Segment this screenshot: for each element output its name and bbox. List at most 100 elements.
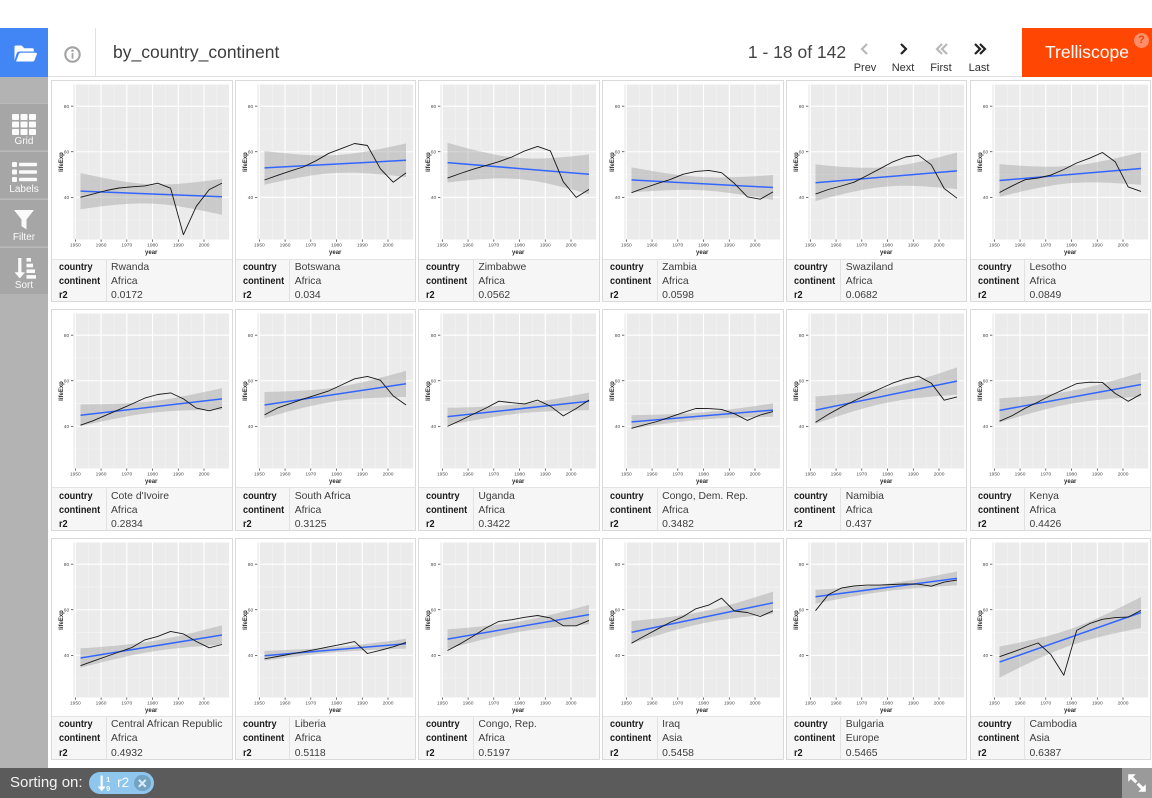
svg-text:2000: 2000 (382, 471, 393, 477)
svg-text:40: 40 (64, 195, 70, 201)
svg-text:2000: 2000 (750, 700, 761, 706)
svg-text:60: 60 (982, 150, 988, 156)
svg-text:80: 80 (799, 333, 805, 339)
svg-text:40: 40 (431, 424, 437, 430)
svg-text:40: 40 (64, 424, 70, 430)
svg-text:1970: 1970 (856, 700, 867, 706)
svg-text:80: 80 (799, 104, 805, 110)
svg-text:year: year (329, 250, 342, 256)
svg-text:lifeExp: lifeExp (794, 610, 800, 630)
svg-text:40: 40 (615, 424, 621, 430)
svg-text:1960: 1960 (647, 700, 658, 706)
svg-text:1950: 1950 (988, 700, 999, 706)
svg-text:1970: 1970 (672, 471, 683, 477)
svg-text:60: 60 (431, 150, 437, 156)
svg-text:1990: 1990 (724, 471, 735, 477)
svg-text:1970: 1970 (672, 700, 683, 706)
svg-text:year: year (1064, 479, 1077, 485)
svg-text:year: year (145, 707, 158, 713)
svg-text:2000: 2000 (566, 471, 577, 477)
svg-text:60: 60 (431, 378, 437, 384)
svg-text:1950: 1950 (254, 243, 265, 249)
svg-text:1970: 1970 (856, 471, 867, 477)
svg-text:1970: 1970 (489, 243, 500, 249)
svg-text:1970: 1970 (121, 471, 132, 477)
svg-text:1960: 1960 (647, 471, 658, 477)
svg-text:60: 60 (799, 378, 805, 384)
svg-text:year: year (512, 250, 525, 256)
svg-text:80: 80 (431, 104, 437, 110)
svg-text:lifeExp: lifeExp (426, 610, 432, 630)
svg-text:2000: 2000 (1117, 243, 1128, 249)
svg-text:1990: 1990 (724, 700, 735, 706)
svg-text:1990: 1990 (357, 471, 368, 477)
svg-text:1990: 1990 (173, 700, 184, 706)
svg-text:1970: 1970 (672, 243, 683, 249)
svg-text:1960: 1960 (279, 700, 290, 706)
svg-text:80: 80 (799, 562, 805, 568)
svg-text:1950: 1950 (805, 700, 816, 706)
svg-text:80: 80 (615, 333, 621, 339)
svg-text:2000: 2000 (382, 700, 393, 706)
svg-text:60: 60 (799, 607, 805, 613)
svg-text:1980: 1980 (331, 471, 342, 477)
svg-text:1950: 1950 (70, 700, 81, 706)
svg-text:year: year (880, 250, 893, 256)
svg-text:lifeExp: lifeExp (243, 381, 249, 401)
svg-text:lifeExp: lifeExp (978, 381, 984, 401)
svg-text:2000: 2000 (199, 243, 210, 249)
svg-text:1980: 1980 (147, 243, 158, 249)
svg-text:60: 60 (247, 150, 253, 156)
svg-text:1970: 1970 (305, 471, 316, 477)
svg-text:1970: 1970 (1040, 471, 1051, 477)
svg-text:40: 40 (64, 653, 70, 659)
svg-text:40: 40 (247, 195, 253, 201)
svg-text:year: year (696, 707, 709, 713)
svg-text:1970: 1970 (489, 471, 500, 477)
svg-text:1950: 1950 (988, 471, 999, 477)
svg-text:80: 80 (247, 333, 253, 339)
svg-text:2000: 2000 (933, 471, 944, 477)
svg-text:1970: 1970 (856, 243, 867, 249)
svg-text:lifeExp: lifeExp (59, 152, 65, 172)
svg-text:1980: 1980 (1066, 471, 1077, 477)
svg-text:1960: 1960 (1014, 243, 1025, 249)
svg-text:1960: 1960 (279, 471, 290, 477)
svg-text:80: 80 (64, 562, 70, 568)
svg-text:1980: 1980 (698, 243, 709, 249)
svg-text:lifeExp: lifeExp (610, 610, 616, 630)
svg-text:1960: 1960 (1014, 700, 1025, 706)
svg-text:1960: 1960 (279, 243, 290, 249)
svg-text:1990: 1990 (173, 471, 184, 477)
svg-text:2000: 2000 (382, 243, 393, 249)
svg-text:60: 60 (247, 607, 253, 613)
svg-text:1990: 1990 (540, 243, 551, 249)
svg-text:1980: 1980 (882, 243, 893, 249)
svg-text:60: 60 (64, 378, 70, 384)
svg-text:80: 80 (247, 562, 253, 568)
svg-text:2000: 2000 (750, 471, 761, 477)
svg-text:lifeExp: lifeExp (243, 152, 249, 172)
svg-text:1960: 1960 (1014, 471, 1025, 477)
svg-text:80: 80 (615, 562, 621, 568)
svg-text:1980: 1980 (514, 700, 525, 706)
svg-text:lifeExp: lifeExp (426, 152, 432, 172)
svg-text:2000: 2000 (199, 700, 210, 706)
svg-text:40: 40 (431, 195, 437, 201)
svg-text:1950: 1950 (70, 243, 81, 249)
svg-text:1950: 1950 (621, 243, 632, 249)
svg-text:1990: 1990 (540, 471, 551, 477)
svg-text:40: 40 (982, 424, 988, 430)
svg-text:1: 1 (106, 775, 110, 784)
svg-text:40: 40 (982, 195, 988, 201)
svg-text:60: 60 (247, 378, 253, 384)
svg-text:1980: 1980 (882, 471, 893, 477)
svg-text:1950: 1950 (254, 471, 265, 477)
svg-text:1960: 1960 (830, 471, 841, 477)
svg-text:1950: 1950 (254, 700, 265, 706)
svg-text:80: 80 (64, 333, 70, 339)
svg-text:80: 80 (64, 104, 70, 110)
svg-text:1980: 1980 (1066, 243, 1077, 249)
svg-text:40: 40 (247, 653, 253, 659)
svg-text:1950: 1950 (70, 471, 81, 477)
